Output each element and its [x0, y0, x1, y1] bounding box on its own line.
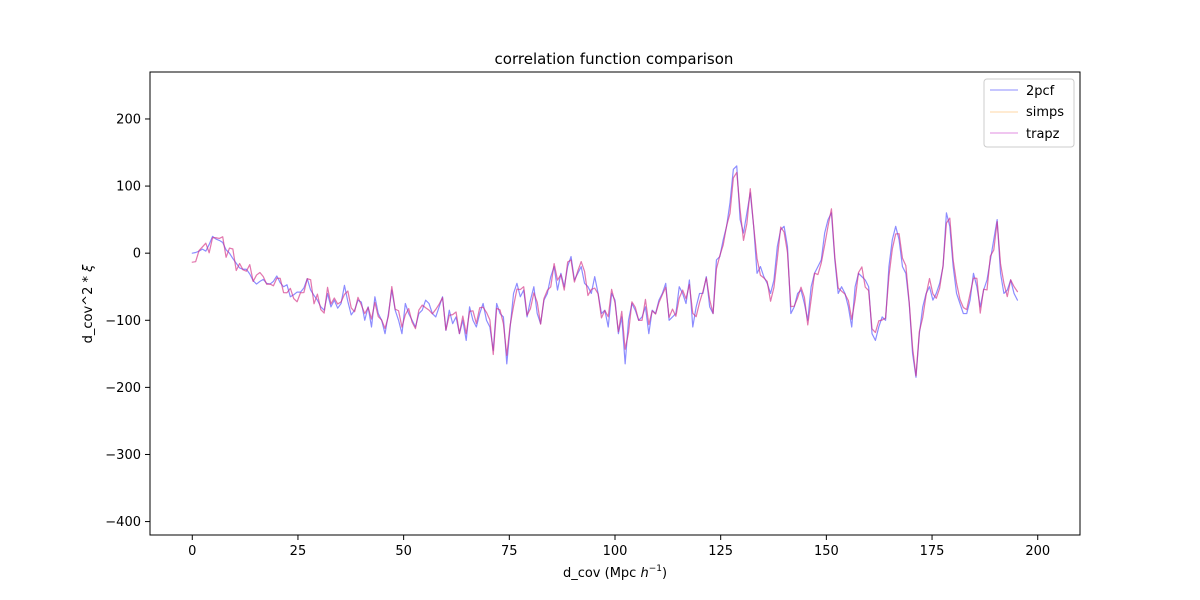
y-tick-label: 200	[116, 112, 141, 127]
x-axis-title-h: h	[640, 566, 648, 581]
chart-title: correlation function comparison	[495, 50, 734, 68]
y-tick-label: 0	[133, 247, 141, 262]
x-tick-label: 200	[1025, 544, 1050, 559]
x-axis-title-exponent: −1	[649, 564, 662, 574]
x-axis-title-main: d_cov (Mpc	[563, 566, 641, 581]
y-tick-label: 100	[116, 180, 141, 195]
series-line-trapz	[191, 171, 1019, 377]
plot-area	[149, 71, 1081, 536]
x-tick-label: 75	[501, 544, 518, 559]
legend-box	[983, 78, 1075, 148]
legend-label-trapz: trapz	[1026, 127, 1060, 142]
x-tick-label: 50	[395, 544, 412, 559]
legend-label-2pcf: 2pcf	[1026, 84, 1055, 99]
x-tick-label: 100	[603, 544, 628, 559]
legend: 2pcf simps trapz	[983, 78, 1075, 148]
y-tick-label: −200	[105, 381, 141, 396]
y-tick-label: −100	[105, 314, 141, 329]
y-axis-ticks: 200 100 0 −100 −200 −300 −400	[105, 112, 150, 530]
x-tick-label: 25	[290, 544, 307, 559]
y-tick-label: −400	[105, 515, 141, 530]
x-axis-title: d_cov (Mpc h−1)	[563, 564, 667, 581]
x-tick-label: 175	[920, 544, 945, 559]
series-line-2pcf	[191, 165, 1019, 378]
legend-label-simps: simps	[1026, 105, 1064, 120]
x-tick-label: 150	[814, 544, 839, 559]
series-line-simps	[191, 171, 1019, 377]
x-axis-title-close: )	[662, 566, 667, 581]
x-tick-label: 125	[708, 544, 733, 559]
y-tick-label: −300	[105, 448, 141, 463]
y-axis-title: d_cov^2 * ξ	[81, 264, 96, 343]
x-axis-ticks: 0 25 50 75 100 125 150 175 200	[188, 535, 1050, 559]
y-axis-title-xi: ξ	[81, 264, 96, 273]
y-axis-title-main: d_cov^2 *	[81, 272, 96, 343]
series-layer	[191, 165, 1019, 378]
x-tick-label: 0	[188, 544, 196, 559]
